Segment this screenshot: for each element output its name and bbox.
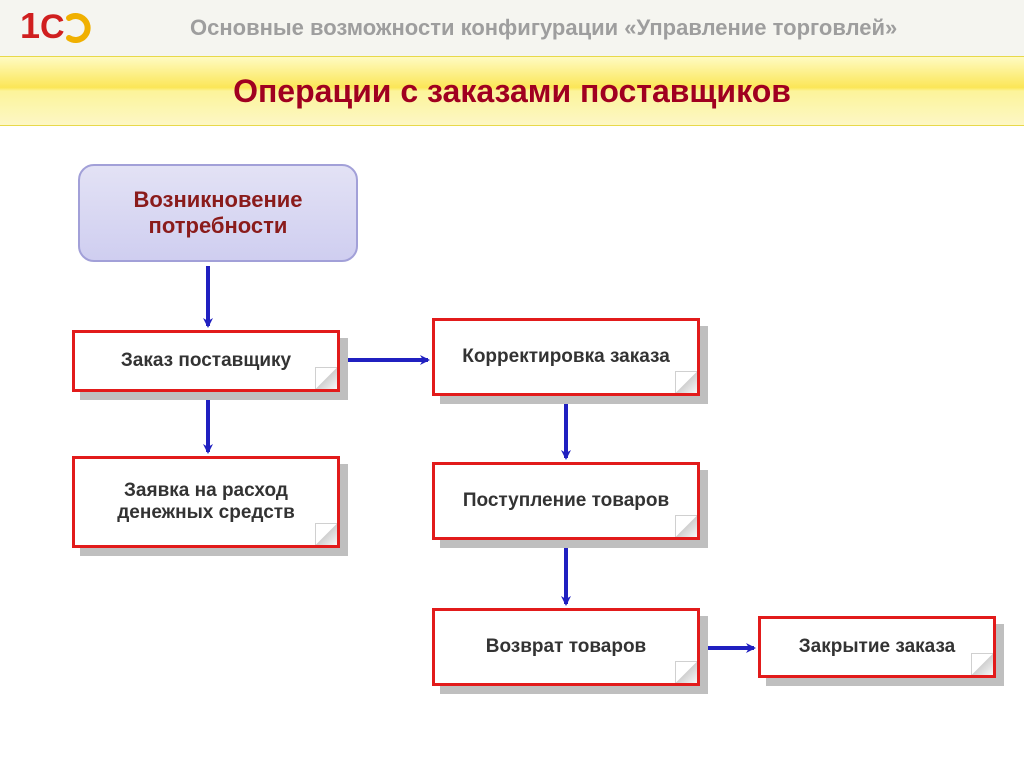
node-label: Заявка на расход денежных средств [81, 480, 331, 524]
header-bar: 1 С Основные возможности конфигурации «У… [0, 0, 1024, 56]
folded-corner-icon [315, 523, 337, 545]
folded-corner-icon [675, 661, 697, 683]
node-label: Заказ поставщику [121, 350, 291, 372]
doc-front: Возврат товаров [432, 608, 700, 686]
doc-front: Заказ поставщику [72, 330, 340, 392]
node-label: Корректировка заказа [462, 346, 670, 368]
folded-corner-icon [315, 367, 337, 389]
flowchart-canvas: Возникновение потребности Заказ поставщик… [0, 126, 1024, 768]
svg-text:С: С [40, 8, 65, 46]
doc-front: Корректировка заказа [432, 318, 700, 396]
node-label: Возврат товаров [486, 636, 647, 658]
header-subtitle: Основные возможности конфигурации «Управ… [100, 15, 1004, 41]
doc-front: Закрытие заказа [758, 616, 996, 678]
node-return: Возврат товаров [432, 608, 700, 686]
node-correction: Корректировка заказа [432, 318, 700, 396]
node-order: Заказ поставщику [72, 330, 340, 392]
folded-corner-icon [971, 653, 993, 675]
folded-corner-icon [675, 371, 697, 393]
node-label: Закрытие заказа [799, 636, 955, 658]
doc-front: Поступление товаров [432, 462, 700, 540]
node-label: Поступление товаров [463, 490, 669, 512]
logo-1c: 1 С [20, 4, 100, 52]
page-title: Операции с заказами поставщиков [233, 73, 791, 110]
node-label: Возникновение потребности [88, 187, 348, 239]
node-need: Возникновение потребности [78, 164, 358, 262]
node-receipt: Поступление товаров [432, 462, 700, 540]
folded-corner-icon [675, 515, 697, 537]
svg-text:1: 1 [20, 5, 40, 46]
title-bar: Операции с заказами поставщиков [0, 56, 1024, 126]
node-expense: Заявка на расход денежных средств [72, 456, 340, 548]
node-close: Закрытие заказа [758, 616, 996, 678]
doc-front: Заявка на расход денежных средств [72, 456, 340, 548]
